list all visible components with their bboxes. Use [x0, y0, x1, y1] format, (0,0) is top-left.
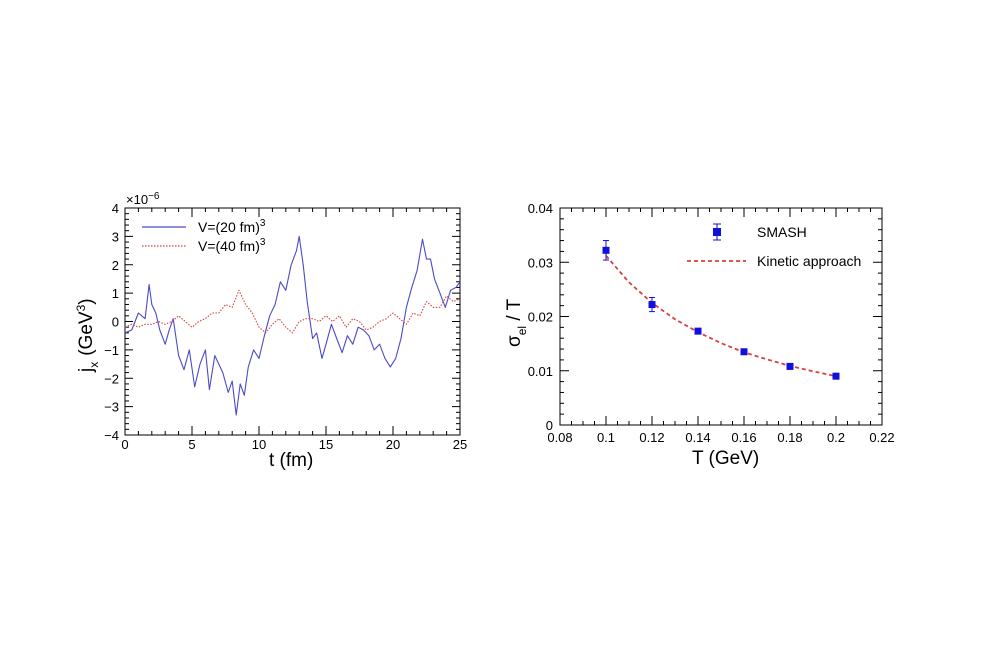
- left-series-group: [124, 235, 461, 416]
- legend-label-kinetic: Kinetic approach: [757, 253, 861, 269]
- right-y-tick-labels: 0 0.01 0.02 0.03 0.04: [528, 201, 553, 433]
- left-x-tick-labels: 0 5 10 15 20 25: [121, 437, 467, 452]
- smash-point: [694, 327, 702, 335]
- left-x-tick-label: 10: [252, 437, 266, 452]
- left-y-multiplier: ×10−6: [126, 191, 160, 207]
- right-x-tick-label: 0.22: [869, 430, 894, 445]
- svg-text:σel / T: σel / T: [504, 298, 529, 347]
- right-axis-ticks: [559, 207, 883, 426]
- right-x-tick-label: 0.16: [731, 430, 756, 445]
- kinetic-approach-curve: [605, 255, 837, 378]
- right-y-tick-label: 0.04: [528, 201, 553, 216]
- right-series-group: [602, 240, 840, 380]
- series-line-1: [124, 289, 461, 334]
- right-x-tick-label: 0.18: [777, 430, 802, 445]
- right-x-axis-label: T (GeV): [692, 448, 759, 469]
- smash-point: [740, 348, 748, 356]
- right-plot: 0 0.01 0.02 0.03 0.04 0.08 0.1 0.12 0.14 0.16 0.1…: [504, 201, 895, 469]
- left-legend: V=(20 fm)3 V=(40 fm)3: [142, 218, 266, 254]
- right-y-tick-label: 0.01: [528, 364, 553, 379]
- left-plot-frame: [124, 207, 461, 436]
- series-line-0: [124, 235, 461, 416]
- right-x-tick-label: 0.14: [685, 430, 710, 445]
- left-y-tick-label: 2: [112, 258, 119, 273]
- left-x-tick-label: 0: [121, 437, 128, 452]
- svg-text:jx(GeV3): jx(GeV3): [74, 298, 101, 373]
- right-x-tick-label: 0.2: [827, 430, 845, 445]
- legend-marker-smash: [713, 228, 721, 236]
- right-x-tick-labels: 0.08 0.1 0.12 0.14 0.16 0.18 0.2 0.22: [547, 430, 894, 445]
- legend-label-smash: SMASH: [757, 224, 807, 240]
- left-x-tick-label: 5: [188, 437, 195, 452]
- right-legend: SMASH Kinetic approach: [687, 223, 861, 269]
- left-y-tick-label: −4: [104, 428, 119, 443]
- left-plot: −4 −3 −2 −1 0 1 2 3 4 0 5 10 15 20 25 ×10−6 V=(20 fm)…: [74, 191, 467, 471]
- right-x-tick-label: 0.12: [639, 430, 664, 445]
- right-y-axis-label: σel / T: [504, 298, 529, 347]
- left-x-axis-label: t (fm): [269, 450, 313, 471]
- smash-point: [832, 372, 840, 380]
- left-y-tick-label: 3: [112, 229, 119, 244]
- legend-label-series-1: V=(40 fm)3: [198, 237, 266, 254]
- legend-label-series-0: V=(20 fm)3: [198, 218, 266, 235]
- smash-point: [602, 246, 610, 254]
- left-y-tick-label: −2: [104, 371, 119, 386]
- left-y-tick-label: 1: [112, 286, 119, 301]
- left-y-tick-label: −3: [104, 400, 119, 415]
- left-axis-ticks: [124, 207, 461, 436]
- left-x-tick-label: 20: [386, 437, 400, 452]
- left-y-tick-label: −1: [104, 343, 119, 358]
- right-x-tick-label: 0.08: [547, 430, 572, 445]
- left-y-tick-labels: −4 −3 −2 −1 0 1 2 3 4: [104, 201, 119, 443]
- left-y-axis-label: jx(GeV3): [74, 298, 101, 373]
- left-y-tick-label: 4: [112, 201, 119, 216]
- left-y-tick-label: 0: [112, 315, 119, 330]
- right-x-tick-label: 0.1: [597, 430, 615, 445]
- right-y-tick-label: 0.03: [528, 255, 553, 270]
- left-x-tick-label: 15: [319, 437, 333, 452]
- smash-point: [648, 301, 656, 309]
- left-x-tick-label: 25: [453, 437, 467, 452]
- right-y-tick-label: 0.02: [528, 310, 553, 325]
- right-y-tick-label: 0: [546, 418, 553, 433]
- smash-point: [786, 362, 794, 370]
